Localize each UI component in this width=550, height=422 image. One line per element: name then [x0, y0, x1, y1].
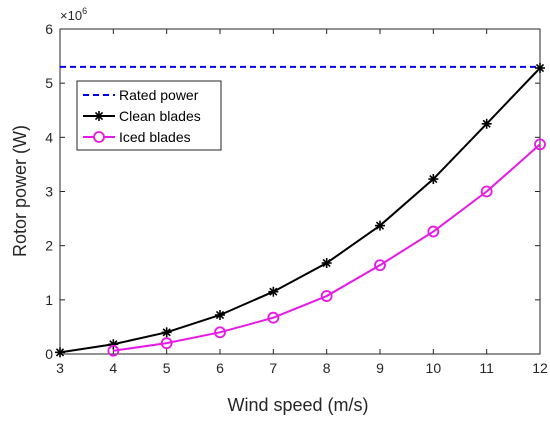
legend-label: Clean blades	[119, 108, 201, 124]
asterisk-stroke	[535, 63, 545, 73]
asterisk-marker	[321, 258, 332, 268]
circle-marker	[320, 290, 333, 302]
y-tick-label: 3	[45, 184, 53, 200]
y-axis-exponent: ×106	[60, 6, 87, 23]
asterisk-stroke	[162, 328, 171, 337]
series-iced-blades	[107, 138, 546, 357]
asterisk-marker	[161, 327, 172, 338]
legend-circle-marker	[93, 131, 105, 143]
y-tick-label: 6	[45, 21, 53, 37]
asterisk-marker	[375, 220, 385, 231]
asterisk-stroke	[215, 310, 225, 320]
circle-marker	[480, 185, 493, 198]
asterisk-stroke	[269, 287, 278, 296]
x-tick-label: 5	[163, 360, 171, 376]
circle-marker	[534, 138, 546, 151]
y-axis-label: Rotor power (W)	[10, 125, 30, 257]
legend-item-iced-blades: Iced blades	[83, 129, 191, 145]
asterisk-stroke	[94, 111, 104, 121]
circle-marker	[267, 311, 280, 324]
x-axis-label: Wind speed (m/s)	[227, 395, 368, 415]
legend-label: Rated power	[119, 87, 199, 103]
x-tick-label: 7	[269, 360, 277, 376]
legend-item-clean-blades: Clean blades	[83, 108, 201, 124]
legend: Rated power Clean blades Iced blades	[76, 80, 222, 151]
circle-marker	[427, 225, 440, 238]
series-clean-blades	[55, 63, 545, 358]
y-tick-label: 2	[45, 238, 53, 254]
x-tick-label: 9	[376, 360, 384, 376]
x-tick-label: 4	[109, 360, 117, 376]
legend-item-rated-power: Rated power	[83, 87, 199, 103]
x-tick-label: 3	[56, 360, 64, 376]
asterisk-stroke	[482, 119, 491, 128]
series-line-clean-blades	[59, 67, 541, 354]
x-tick-label: 12	[532, 360, 548, 376]
y-tick-label: 4	[45, 129, 53, 145]
asterisk-stroke	[322, 258, 331, 268]
circle-marker	[374, 259, 386, 272]
axes-box	[59, 28, 541, 355]
y-axis-exponent-power: 6	[82, 6, 87, 16]
legend-label: Iced blades	[119, 129, 191, 145]
asterisk-marker	[55, 347, 65, 358]
asterisk-marker	[535, 63, 545, 73]
asterisk-marker	[481, 118, 492, 129]
asterisk-marker	[268, 286, 279, 297]
asterisk-marker	[428, 174, 439, 185]
x-tick-label: 8	[323, 360, 331, 376]
y-tick-label: 1	[45, 292, 53, 308]
circle-marker	[214, 326, 226, 339]
asterisk-marker	[94, 111, 104, 121]
asterisk-stroke	[375, 221, 385, 230]
asterisk-stroke	[55, 348, 65, 357]
circle-marker	[160, 337, 173, 350]
y-axis-exponent-base: ×10	[60, 8, 82, 23]
series-line-iced-blades	[113, 143, 541, 352]
x-tick-label: 11	[479, 360, 494, 376]
circle-marker	[107, 344, 120, 357]
y-tick-label: 5	[45, 75, 53, 91]
asterisk-stroke	[429, 174, 438, 184]
x-tick-label: 10	[426, 360, 442, 376]
asterisk-marker	[215, 310, 225, 320]
x-tick-label: 6	[216, 360, 224, 376]
y-tick-label: 0	[45, 346, 53, 362]
